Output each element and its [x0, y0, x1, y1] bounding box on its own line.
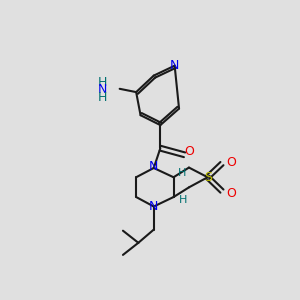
Text: O: O: [184, 145, 194, 158]
Text: O: O: [226, 187, 236, 200]
Text: O: O: [226, 156, 236, 169]
Text: N: N: [170, 59, 179, 72]
Text: N: N: [149, 200, 158, 213]
Text: H: H: [98, 76, 107, 89]
Text: N: N: [149, 160, 158, 173]
Text: H: H: [98, 91, 107, 104]
Text: S: S: [204, 171, 212, 184]
Text: H: H: [178, 195, 187, 205]
Text: N: N: [98, 83, 107, 96]
Text: H: H: [178, 169, 187, 178]
